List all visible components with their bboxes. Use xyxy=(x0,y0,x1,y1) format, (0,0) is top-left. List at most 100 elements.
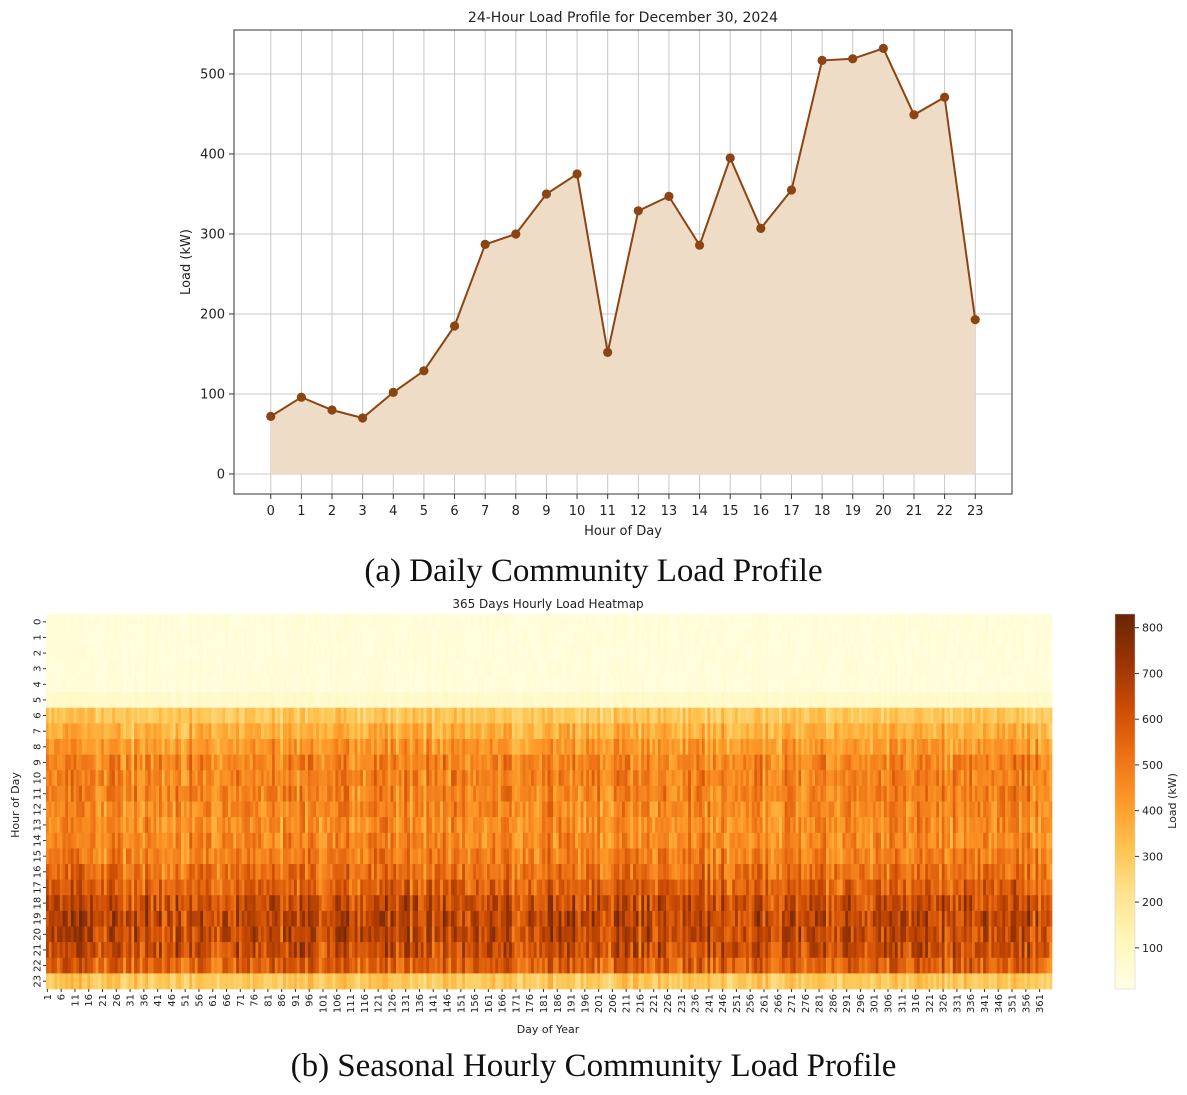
heatmap-cell xyxy=(258,692,262,709)
heatmap-cell xyxy=(274,910,278,927)
heatmap-cell xyxy=(420,832,424,849)
heatmap-cell xyxy=(423,770,427,787)
heatmap-cell xyxy=(175,926,179,943)
heatmap-cell xyxy=(407,832,411,849)
heatmap-cell xyxy=(588,645,593,662)
heatmap-cell xyxy=(327,739,331,755)
heatmap-cell xyxy=(189,801,193,818)
heatmap-cell xyxy=(594,942,598,959)
heatmap-cell xyxy=(175,645,179,662)
heatmap-cell xyxy=(316,879,320,896)
heatmap-cell xyxy=(580,707,584,724)
heatmap-cell xyxy=(528,660,532,677)
heatmap-cell xyxy=(92,817,96,834)
heatmap-cell xyxy=(274,629,278,646)
heatmap-cell xyxy=(263,723,267,740)
heatmap-cell xyxy=(368,676,372,693)
heatmap-cell xyxy=(313,879,317,896)
heatmap-cell xyxy=(520,817,524,834)
heatmap-cell xyxy=(247,801,251,818)
heatmap-cell xyxy=(299,645,303,662)
heatmap-cell xyxy=(376,832,380,849)
heatmap-cell xyxy=(109,879,113,896)
heatmap-cell xyxy=(73,754,77,771)
heatmap-cell xyxy=(362,676,367,693)
heatmap-cell xyxy=(178,879,182,896)
heatmap-cell xyxy=(520,832,524,849)
heatmap-cell xyxy=(305,895,309,912)
heatmap-cell xyxy=(495,723,499,740)
heatmap-cell xyxy=(249,926,254,943)
heatmap-cell xyxy=(222,676,226,693)
chart-title: 24-Hour Load Profile for December 30, 20… xyxy=(468,10,778,26)
heatmap-cell xyxy=(321,770,325,787)
heatmap-cell xyxy=(274,676,278,693)
heatmap-cell xyxy=(112,739,116,755)
heatmap-cell xyxy=(178,832,182,849)
heatmap-cell xyxy=(70,864,74,880)
heatmap-cell xyxy=(459,895,463,912)
heatmap-cell xyxy=(500,879,504,896)
heatmap-cell xyxy=(84,864,88,880)
heatmap-cell xyxy=(214,879,218,896)
heatmap-cell xyxy=(547,817,551,834)
heatmap-cell xyxy=(109,723,113,740)
heatmap-cell xyxy=(316,801,320,818)
heatmap-cell xyxy=(307,785,311,802)
heatmap-cell xyxy=(51,832,55,849)
heatmap-cell xyxy=(462,848,466,865)
heatmap-cell xyxy=(159,660,163,677)
heatmap-cell xyxy=(382,629,386,646)
heatmap-cell xyxy=(346,785,350,802)
heatmap-cell xyxy=(255,785,259,802)
heatmap-cell xyxy=(90,864,94,880)
heatmap-cell xyxy=(390,942,394,959)
heatmap-cell xyxy=(511,801,515,818)
y-tick-label: 500 xyxy=(200,68,225,83)
heatmap-cell xyxy=(486,614,491,630)
heatmap-cell xyxy=(244,832,248,849)
heatmap-cell xyxy=(263,973,267,990)
heatmap-cell xyxy=(233,895,237,912)
heatmap-cell xyxy=(464,739,469,755)
heatmap-cell xyxy=(569,942,573,959)
heatmap-cell xyxy=(62,817,66,834)
heatmap-cell xyxy=(260,864,265,880)
heatmap-cell xyxy=(203,785,207,802)
heatmap-cell xyxy=(106,973,110,990)
heatmap-cell xyxy=(114,629,119,646)
heatmap-cell xyxy=(575,832,579,849)
heatmap-cell xyxy=(172,785,176,802)
heatmap-cell xyxy=(385,614,389,630)
heatmap-cell xyxy=(150,739,154,755)
x-tick-label: 15 xyxy=(722,504,739,519)
heatmap-cell xyxy=(423,629,427,646)
heatmap-cell xyxy=(442,770,446,787)
heatmap-cell xyxy=(354,707,358,724)
heatmap-cell xyxy=(517,910,521,927)
heatmap-cell xyxy=(343,832,347,849)
heatmap-cell xyxy=(602,754,606,771)
heatmap-cell xyxy=(59,692,63,709)
heatmap-cell xyxy=(354,973,358,990)
heatmap-cell xyxy=(528,676,532,693)
heatmap-cell xyxy=(423,817,427,834)
heatmap-cell xyxy=(164,817,168,834)
heatmap-cell xyxy=(586,707,590,724)
heatmap-cell xyxy=(409,645,413,662)
heatmap-cell xyxy=(456,770,460,787)
heatmap-cell xyxy=(299,817,303,834)
heatmap-cell xyxy=(500,801,504,818)
heatmap-cell xyxy=(194,660,198,677)
heatmap-cell xyxy=(324,723,328,740)
heatmap-cell xyxy=(536,801,540,818)
heatmap-cell xyxy=(404,785,408,802)
heatmap-cell xyxy=(404,645,408,662)
heatmap-cell xyxy=(550,942,554,959)
x-tick-label: 5 xyxy=(420,504,428,519)
heatmap-cell xyxy=(147,660,152,677)
heatmap-cell xyxy=(136,754,141,771)
heatmap-cell xyxy=(62,895,66,912)
heatmap-cell xyxy=(288,832,292,849)
heatmap-cell xyxy=(338,739,342,755)
